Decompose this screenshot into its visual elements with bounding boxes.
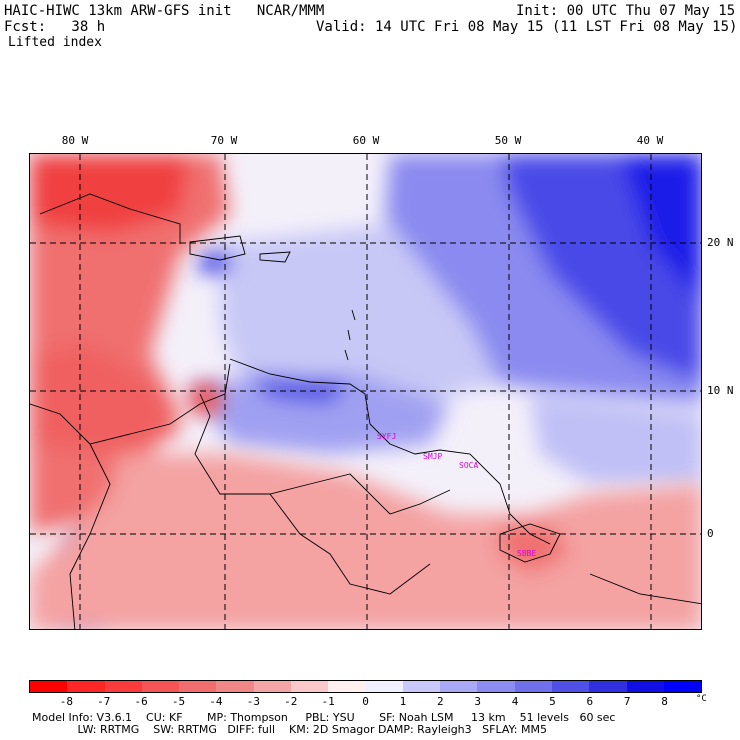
colorbar-segment-8	[328, 681, 366, 692]
colorbar-tick-label: -1	[321, 695, 335, 708]
forecast-hour: Fcst: 38 h	[4, 19, 106, 35]
colorbar-segment-11	[440, 681, 478, 692]
colorbar-segment-2	[104, 681, 142, 692]
init-time: Init: 00 UTC Thu 07 May 15	[516, 3, 736, 19]
colorbar-segment-7	[290, 681, 329, 692]
colorbar-segment-15	[589, 681, 627, 692]
colorbar-tick-label: 4	[511, 695, 519, 708]
colorbar-segment-17	[663, 681, 702, 692]
colorbar-segment-6	[253, 681, 291, 692]
colorbar-tick-label: -8	[59, 695, 73, 708]
colorbar-tick-label: -2	[284, 695, 298, 708]
colorbar-tick-label: -5	[171, 695, 186, 708]
colorbar-tick-label: -6	[134, 695, 148, 708]
colorbar-segment-5	[216, 681, 254, 692]
colorbar-tick-label: 1	[399, 695, 407, 708]
colorbar-segment-9	[365, 681, 403, 692]
lat-label-0: 0	[707, 527, 714, 540]
station-smjp: SMJP	[423, 452, 443, 461]
colorbar-tick-label: 8	[661, 695, 668, 708]
colorbar-segment-13	[514, 681, 552, 692]
colorbar-tick-label: 0	[362, 695, 369, 708]
lat-label-20n: 20 N	[707, 236, 734, 249]
lon-label-40w: 40 W	[636, 134, 664, 147]
colorbar-segment-16	[626, 681, 664, 692]
lifted-index-map	[29, 153, 702, 630]
colorbar-tick-label: -7	[97, 695, 111, 708]
colorbar-tick-label: -4	[209, 695, 223, 708]
colorbar-segment-3	[141, 681, 180, 692]
station-sbbe: SBBE	[517, 549, 537, 558]
colorbar-segment-1	[67, 681, 105, 692]
lon-label-80w: 80 W	[61, 134, 89, 147]
colorbar-tick-label: -3	[246, 695, 260, 708]
colorbar-segment-4	[179, 681, 217, 692]
map-canvas	[30, 154, 701, 629]
model-info-line2: LW: RRTMG SW: RRTMG DIFF: full KM: 2D Sm…	[32, 723, 547, 736]
colorbar-tick-label: 6	[586, 695, 594, 708]
colorbar-unit: °C	[696, 694, 707, 704]
model-info-line1: Model Info: V3.6.1 CU: KF MP: Thompson P…	[32, 711, 616, 724]
lon-label-70w: 70 W	[210, 134, 238, 147]
colorbar-tick-label: 3	[474, 695, 481, 708]
colorbar-tick-label: 5	[549, 695, 556, 708]
valid-time: Valid: 14 UTC Fri 08 May 15 (11 LST Fri …	[316, 19, 738, 35]
colorbar-segment-14	[551, 681, 590, 692]
station-soca: SOCA	[459, 461, 479, 470]
colorbar-tick-label: 2	[436, 695, 444, 708]
coastlines	[30, 193, 701, 629]
colorbar-segment-12	[477, 681, 515, 692]
colorbar-segment-0	[30, 681, 68, 692]
lon-label-50w: 50 W	[494, 134, 522, 147]
lon-label-60w: 60 W	[352, 134, 380, 147]
station-syfj: SYFJ	[377, 432, 397, 441]
colorbar-tick-label: 7	[623, 695, 631, 708]
lat-label-10n: 10 N	[707, 384, 734, 397]
model-title: HAIC-HIWC 13km ARW-GFS init NCAR/MMM	[4, 3, 325, 19]
lat-lon-grid	[30, 154, 701, 629]
colorbar	[29, 680, 702, 693]
field-name: Lifted index	[8, 35, 102, 50]
colorbar-segment-10	[402, 681, 441, 692]
